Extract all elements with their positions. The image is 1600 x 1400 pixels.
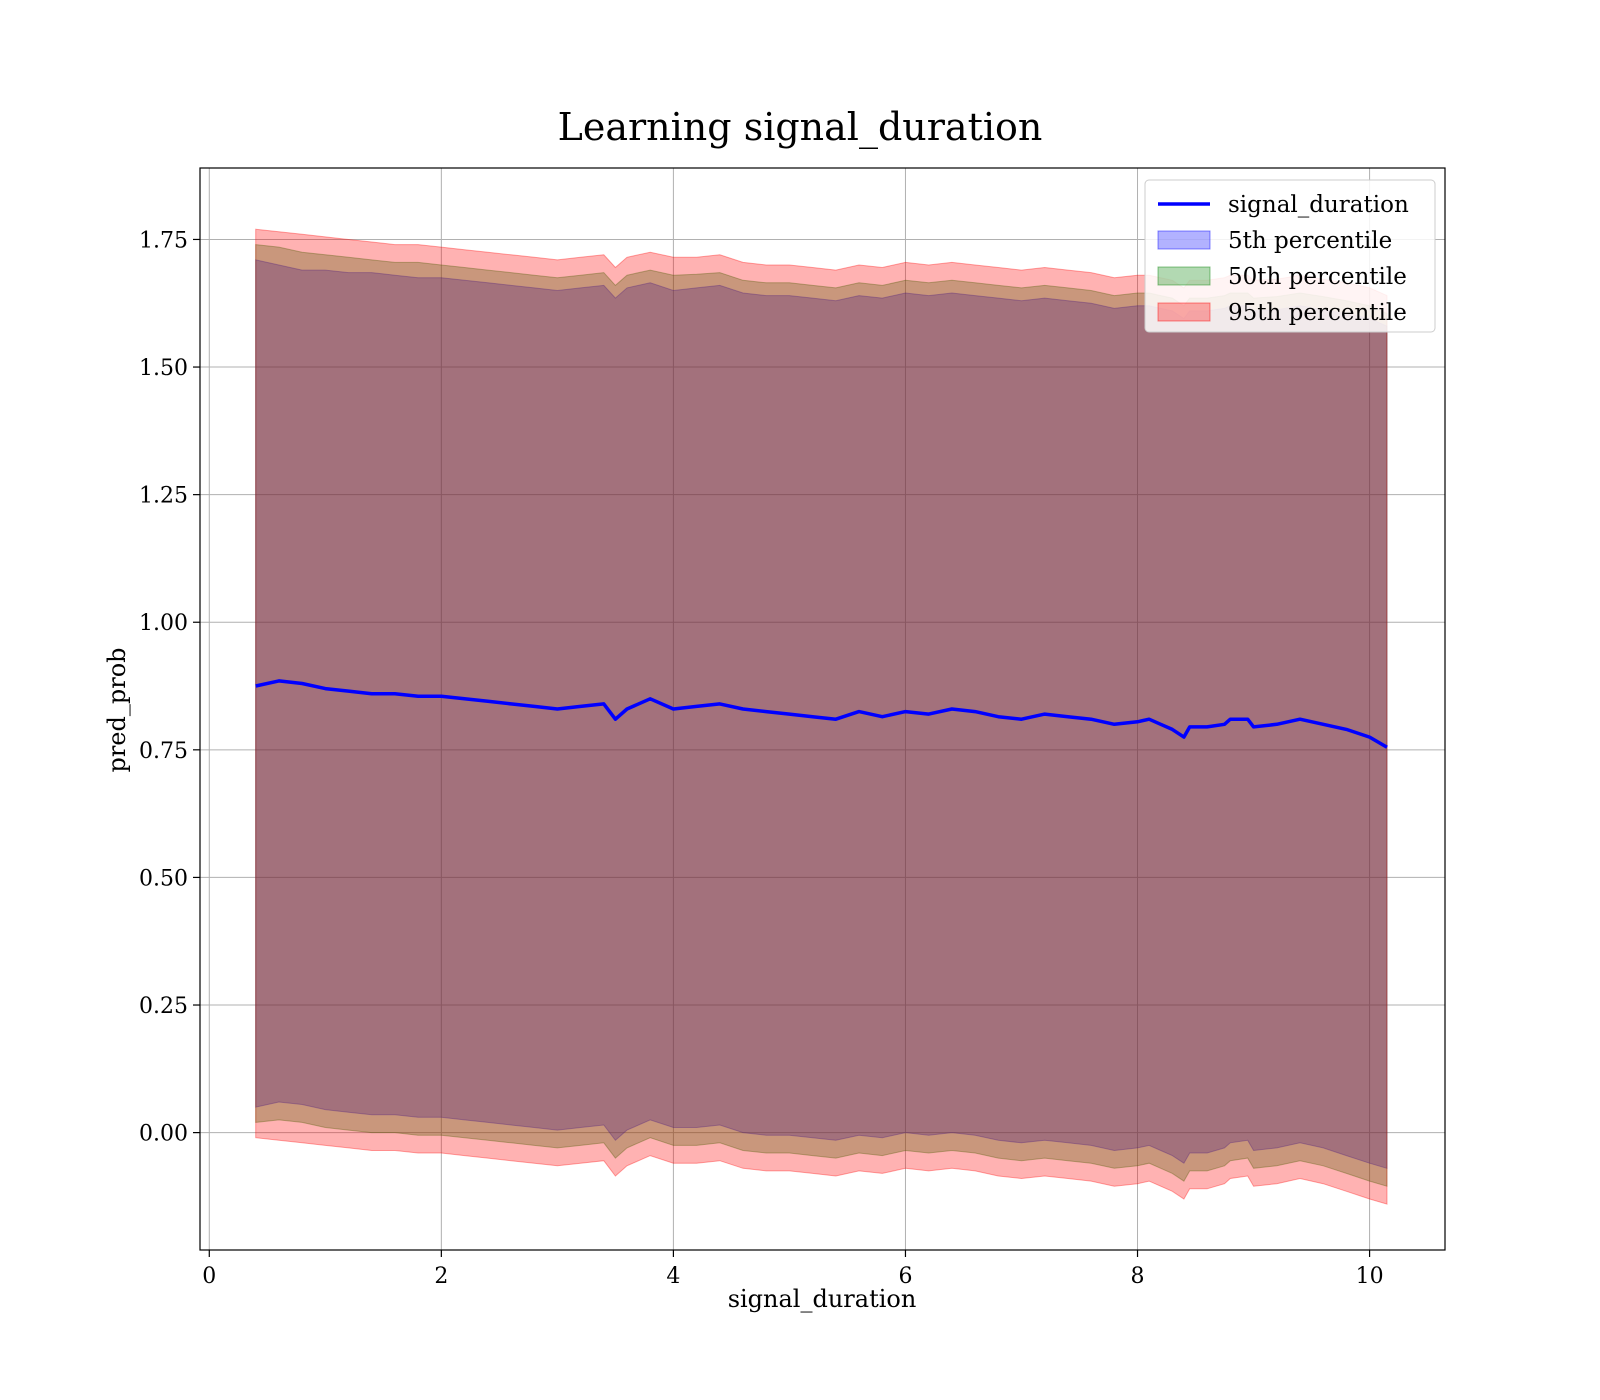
y-tick-label: 1.00 [139,611,188,636]
y-tick-label: 0.00 [139,1122,188,1147]
plot-frame [199,167,1446,1251]
chart-title: Learning signal_duration [558,105,1043,150]
legend-box [1144,179,1436,333]
x-axis-label: signal_duration [728,1285,917,1313]
legend-swatch-band [1157,230,1211,250]
y-axis-label: pred_prob [103,647,131,772]
x-tick-label: 4 [666,1264,680,1289]
x-tick-label: 10 [1356,1264,1384,1289]
y-tick-label: 0.25 [139,994,188,1019]
x-tick-label: 0 [202,1264,216,1289]
x-axis-ticks: 0 2 4 6 8 10 [202,1250,1384,1289]
y-tick-label: 1.75 [139,228,188,253]
y-tick-label: 1.50 [139,356,188,381]
legend-label: 50th percentile [1228,264,1407,290]
legend-swatch-band [1157,266,1211,286]
y-axis-ticks: 0.00 0.25 0.50 0.75 1.00 1.25 1.50 1.75 [139,228,200,1147]
x-tick-label: 6 [898,1264,912,1289]
y-tick-label: 0.50 [139,866,188,891]
band-5th-percentile [255,259,1388,1169]
y-tick-label: 1.25 [139,484,188,509]
line-signal_duration [255,679,1388,749]
legend-label: 95th percentile [1228,300,1407,326]
legend: signal_duration 5th percentile 50th percen… [1144,179,1436,333]
legend-label: signal_duration [1228,192,1409,218]
x-tick-label: 2 [434,1264,448,1289]
legend-swatch-band [1157,302,1211,322]
legend-label: 5th percentile [1228,228,1392,254]
y-tick-label: 0.75 [139,739,188,764]
series-lines [255,679,1388,749]
band-50th-percentile [255,244,1388,1187]
x-tick-label: 8 [1131,1264,1145,1289]
